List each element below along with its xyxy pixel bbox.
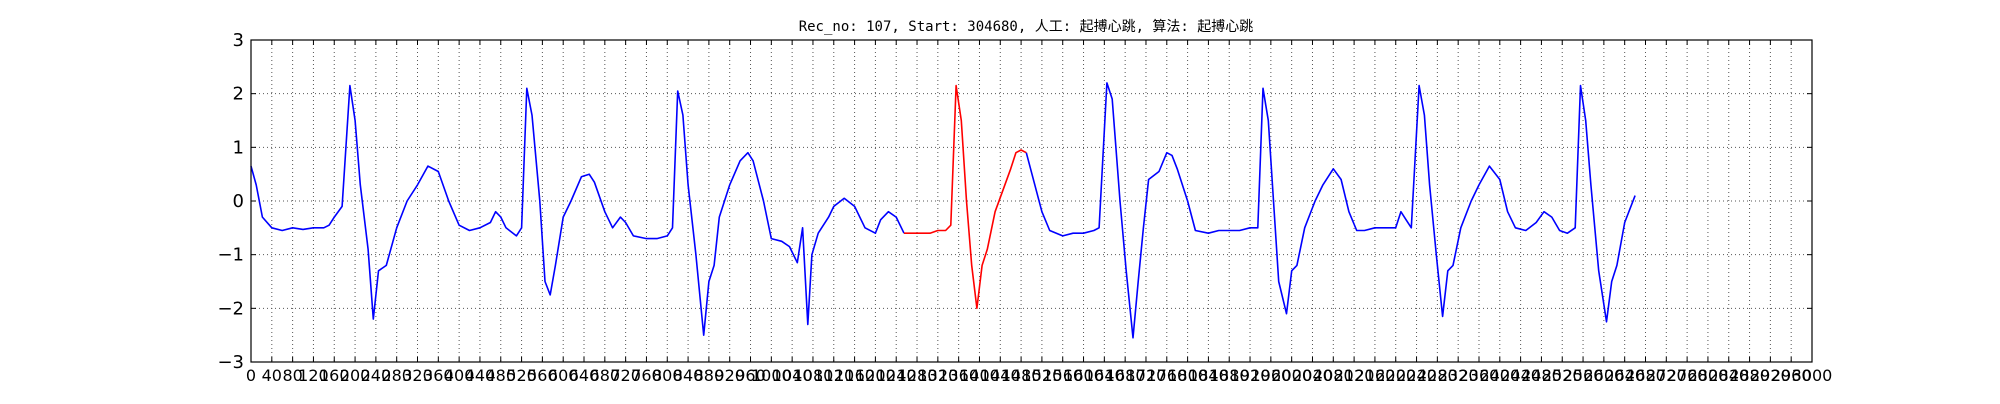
x-tick-label: 640 [569,366,600,385]
x-tick-label: 2760 [1667,366,1708,385]
x-tick-label: 1680 [1105,366,1146,385]
y-tick-label: 2 [233,84,244,105]
x-tick-label: 1560 [1042,366,1083,385]
x-tick-label: 1240 [876,366,917,385]
x-tick-label: 240 [361,366,392,385]
x-tick-label: 2880 [1729,366,1770,385]
x-tick-label: 200 [340,366,371,385]
x-tick-label: 920 [714,366,745,385]
x-tick-label: 2960 [1771,366,1812,385]
x-tick-label: 1480 [1001,366,1042,385]
x-tick-label: 2640 [1604,366,1645,385]
x-tick-label: 1160 [834,366,875,385]
x-tick-label: 2280 [1417,366,1458,385]
x-tick-label: 1720 [1126,366,1167,385]
x-tick-label: 2240 [1396,366,1437,385]
y-axis-ticks: 3 2 1 0 −1 −2 −3 [217,30,1812,373]
x-tick-label: 1040 [772,366,813,385]
x-tick-label: 1960 [1250,366,1291,385]
x-tick-label: 400 [444,366,475,385]
x-tick-label: 2520 [1542,366,1583,385]
x-tick-label: 840 [673,366,704,385]
y-tick-label: 0 [233,191,244,212]
x-tick-label: 0 [246,366,256,385]
x-tick-label: 1000 [751,366,792,385]
x-tick-label: 2160 [1355,366,1396,385]
x-tick-label: 40 [262,366,282,385]
x-tick-label: 3000 [1792,366,1833,385]
x-tick-label: 1200 [855,366,896,385]
x-tick-label: 2840 [1708,366,1749,385]
x-tick-label: 2480 [1521,366,1562,385]
x-tick-label: 480 [485,366,516,385]
x-tick-label: 960 [735,366,766,385]
x-axis-ticks: 0 40 8012016020024028032036040044048052056… [246,40,1832,385]
ecg-series-line-2 [1025,82,1636,339]
x-tick-label: 2560 [1563,366,1604,385]
y-tick-label: 1 [233,137,244,158]
x-tick-label: 440 [465,366,496,385]
x-tick-label: 2400 [1479,366,1520,385]
x-tick-label: 720 [610,366,641,385]
x-tick-label: 800 [652,366,683,385]
x-tick-label: 680 [590,366,621,385]
x-tick-label: 1320 [917,366,958,385]
x-tick-label: 2080 [1313,366,1354,385]
chart-title: Rec_no: 107, Start: 304680, 人工: 起搏心跳, 算法… [799,18,1254,35]
x-tick-label: 1280 [897,366,938,385]
grid-lines [251,40,1812,362]
x-tick-label: 2120 [1334,366,1375,385]
x-tick-label: 2920 [1750,366,1791,385]
x-tick-label: 1640 [1084,366,1125,385]
x-tick-label: 2320 [1438,366,1479,385]
x-tick-label: 1920 [1230,366,1271,385]
x-tick-label: 1800 [1167,366,1208,385]
x-tick-label: 360 [423,366,454,385]
y-tick-label: 3 [233,30,244,51]
x-tick-label: 1440 [980,366,1021,385]
x-tick-label: 160 [319,366,350,385]
x-tick-label: 320 [402,366,433,385]
x-tick-label: 1120 [813,366,854,385]
x-tick-label: 2360 [1459,366,1500,385]
x-tick-label: 2720 [1646,366,1687,385]
x-tick-label: 2440 [1500,366,1541,385]
x-tick-label: 2040 [1292,366,1333,385]
x-tick-label: 1840 [1188,366,1229,385]
x-tick-label: 2200 [1375,366,1416,385]
x-tick-label: 1080 [793,366,834,385]
ecg-series [250,82,1636,339]
ecg-series-line-0 [250,84,905,337]
x-tick-label: 280 [381,366,412,385]
x-tick-label: 2000 [1271,366,1312,385]
x-tick-label: 1760 [1146,366,1187,385]
x-tick-label: 760 [631,366,662,385]
x-tick-label: 80 [282,366,302,385]
y-tick-label: −3 [217,352,244,373]
x-tick-label: 1360 [938,366,979,385]
x-tick-label: 1520 [1022,366,1063,385]
x-tick-label: 560 [527,366,558,385]
x-tick-label: 520 [506,366,537,385]
x-tick-label: 1400 [959,366,1000,385]
x-tick-label: 600 [548,366,579,385]
y-tick-label: −1 [217,245,244,266]
x-tick-label: 1880 [1209,366,1250,385]
x-tick-label: 2800 [1688,366,1729,385]
x-tick-label: 120 [298,366,329,385]
x-tick-label: 2680 [1625,366,1666,385]
x-tick-label: 2600 [1584,366,1625,385]
y-tick-label: −2 [217,298,244,319]
x-tick-label: 1600 [1063,366,1104,385]
x-tick-label: 880 [694,366,725,385]
ecg-series-line-1 [904,84,1027,310]
